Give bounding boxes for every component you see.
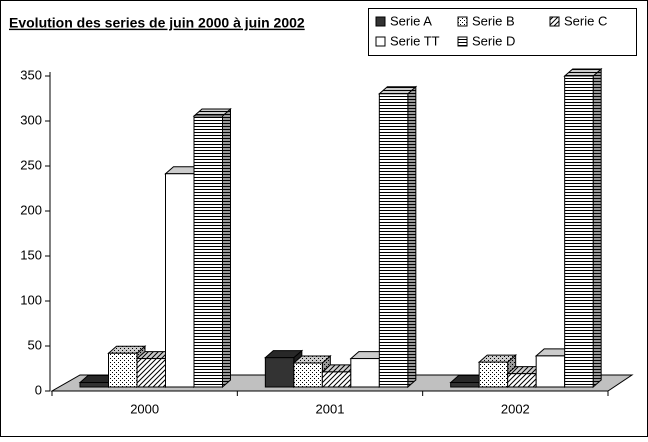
y-tick-label: 50 [28, 337, 42, 352]
bar-side-shade [407, 86, 416, 388]
bar-top-shade [165, 166, 202, 174]
bar [507, 373, 537, 388]
legend-label: Serie TT [390, 33, 440, 48]
bar-top-shade [507, 366, 545, 374]
bar-top-shade [564, 69, 602, 76]
bar [378, 93, 409, 388]
x-tick-label: 2000 [130, 401, 159, 416]
bar [165, 173, 195, 388]
bar-top-shade [450, 375, 488, 383]
x-tick-label: 2001 [316, 401, 345, 416]
bar [478, 361, 509, 388]
bar-top-shade [80, 375, 117, 383]
chart-title: Evolution des series de juin 2000 à juin… [9, 15, 305, 31]
y-tick-label: 350 [20, 67, 42, 82]
y-tick-label: 300 [20, 112, 42, 127]
bar [108, 352, 138, 388]
bar [293, 362, 323, 388]
bar-top-shade [536, 348, 573, 356]
bar-side-shade [593, 69, 602, 387]
bar [264, 357, 295, 388]
bar [350, 358, 380, 388]
legend-swatch [457, 16, 468, 27]
bar [450, 382, 480, 388]
bar [136, 358, 166, 388]
bar-top-shade [479, 355, 516, 363]
legend-label: Serie D [472, 33, 515, 48]
legend-swatch [375, 16, 386, 27]
y-tick-label: 100 [20, 292, 42, 307]
y-tick-label: 250 [20, 157, 42, 172]
bar [535, 355, 566, 388]
bar [564, 75, 594, 388]
legend-swatch [549, 16, 560, 27]
y-tick-label: 200 [20, 202, 42, 217]
bar-top-shade [293, 356, 331, 364]
legend [368, 8, 637, 56]
bar-top-shade [379, 86, 416, 94]
bar-top-shade [194, 108, 231, 116]
bar-top-shade [265, 350, 302, 358]
legend-swatch [375, 36, 386, 47]
legend-label: Serie C [564, 13, 607, 28]
bar-top-shade [137, 351, 174, 359]
bar [193, 115, 223, 388]
legend-label: Serie B [472, 13, 515, 28]
bar [79, 382, 109, 388]
bar-top-shade [350, 351, 388, 359]
bar [321, 371, 352, 388]
legend-swatch [457, 36, 468, 47]
y-tick-label: 150 [20, 247, 42, 262]
bar-side-shade [222, 108, 231, 387]
x-tick-label: 2002 [501, 401, 530, 416]
bar-top-shade [322, 364, 359, 372]
bar-top-shade [108, 346, 145, 354]
y-tick-label: 0 [35, 382, 42, 397]
legend-label: Serie A [390, 13, 432, 28]
